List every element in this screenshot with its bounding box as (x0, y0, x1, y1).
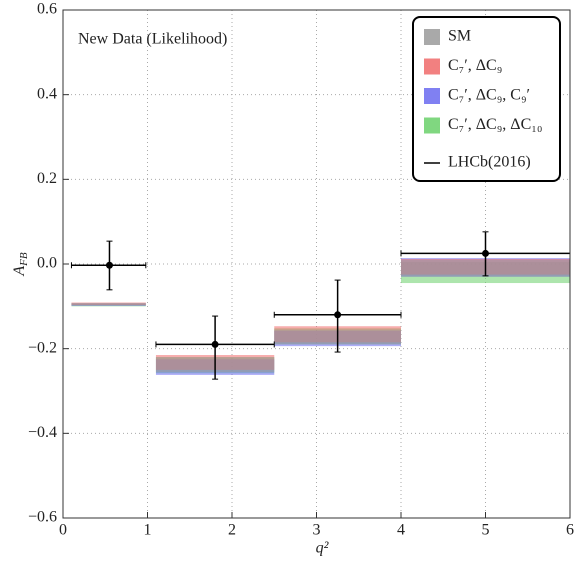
legend: SM C₇′, ΔC₉ C₇′, ΔC₉, C₉′ C₇′, ΔC₉, ΔC₁₀ LHC… (412, 16, 561, 182)
legend-swatch (424, 58, 440, 75)
legend-label: C₇′, ΔC₉, ΔC₁₀ (448, 116, 542, 133)
x-tick-label: 3 (313, 522, 321, 539)
y-axis-label: AFB (11, 252, 30, 277)
annotation: New Data (Likelihood) (78, 31, 227, 48)
x-tick-label: 6 (566, 522, 574, 539)
x-tick-label: 0 (59, 522, 67, 539)
y-label-main: A (11, 266, 28, 277)
x-tick-label: 2 (228, 522, 236, 539)
legend-label: SM (448, 28, 471, 45)
data-point (482, 249, 489, 257)
ticks: 0 1 2 3 4 5 6 −0.6 −0.4 −0.2 0.0 0.2 0.4 0.6 (28, 1, 574, 539)
legend-label: LHCb(2016) (448, 154, 531, 171)
x-tick-label: 1 (144, 522, 152, 539)
x-tick-label: 5 (482, 522, 490, 539)
y-tick-label: −0.2 (28, 339, 57, 356)
legend-swatch (424, 29, 440, 45)
y-tick-label: 0.4 (37, 85, 57, 102)
y-tick-label: 0.2 (37, 170, 57, 187)
legend-label: C₇′, ΔC₉, C₉′ (448, 87, 530, 104)
x-tick-label: 4 (397, 522, 405, 539)
data-point (334, 311, 342, 319)
y-label-sub: FB (18, 252, 30, 267)
legend-box (412, 16, 561, 182)
y-tick-label: 0.6 (37, 1, 57, 18)
x-axis-label: q² (316, 540, 330, 557)
points (70, 231, 571, 380)
band (71, 302, 146, 306)
y-tick-label: −0.6 (28, 509, 57, 526)
legend-swatch (424, 88, 440, 104)
data-point (211, 340, 219, 348)
legend-label: C₇′, ΔC₉ (448, 57, 502, 74)
legend-swatch (424, 117, 440, 134)
y-tick-label: −0.4 (28, 424, 57, 441)
data-point (105, 261, 113, 269)
y-tick-label: 0.0 (37, 255, 57, 272)
